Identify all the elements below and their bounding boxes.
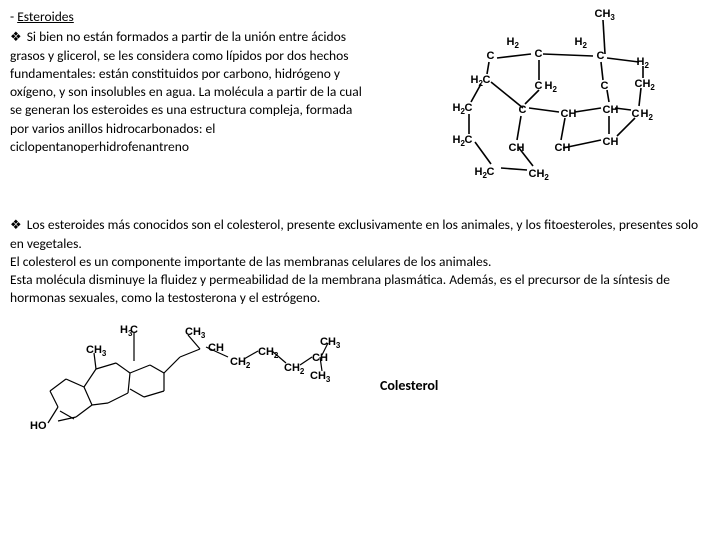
paragraph-2: ❖ Los esteroides más conocidos son el co… xyxy=(10,216,710,307)
molecule-diagram-1: CH3H2H2H2CCCH2CCH2CCH2H2CCCHCHCH2H2CCHCH… xyxy=(425,8,655,188)
bullet-icon: ❖ xyxy=(10,217,22,235)
title-row: - Esteroides xyxy=(10,8,365,26)
molecule-diagram-2: H3CCH3CH3CHCH2CH2CH2CHCH3CH3HO xyxy=(30,321,340,451)
molecule2-label: Colesterol xyxy=(380,377,438,396)
paragraph-1: ❖ Si bien no están formados a partir de … xyxy=(10,28,365,156)
title: Esteroides xyxy=(17,8,74,25)
para2-text: Los esteroides más conocidos son el cole… xyxy=(10,216,698,306)
para1-text: Si bien no están formados a partir de la… xyxy=(10,28,362,155)
bullet-icon: ❖ xyxy=(10,29,22,47)
